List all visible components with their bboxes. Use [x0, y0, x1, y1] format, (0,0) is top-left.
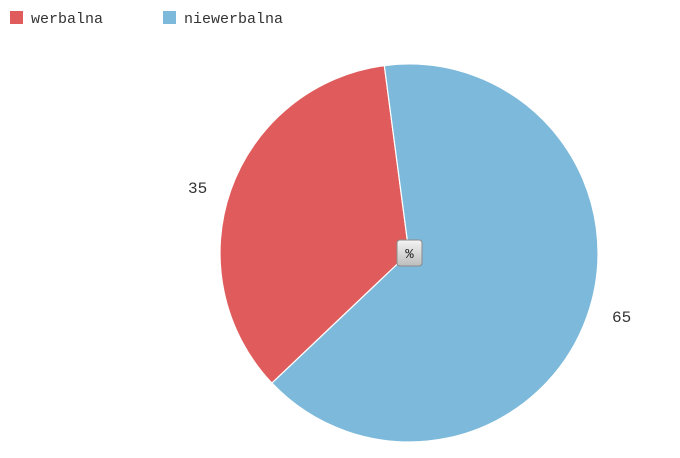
- unit-badge: %: [396, 239, 423, 267]
- legend-label-werbalna: werbalna: [31, 11, 103, 28]
- legend-swatch-werbalna: [10, 11, 23, 24]
- pie-slice-niewerbalna: [271, 63, 599, 443]
- legend: werbalna niewerbalna: [10, 11, 283, 28]
- data-label-werbalna: 35: [188, 180, 207, 198]
- unit-label: %: [405, 247, 414, 263]
- data-label-niewerbalna: 65: [612, 309, 631, 327]
- pie-slice-werbalna: [219, 64, 410, 384]
- unit-badge-box: [396, 239, 423, 267]
- legend-label-niewerbalna: niewerbalna: [184, 11, 283, 28]
- legend-swatch-niewerbalna: [163, 11, 176, 24]
- pie-slices: [219, 63, 599, 443]
